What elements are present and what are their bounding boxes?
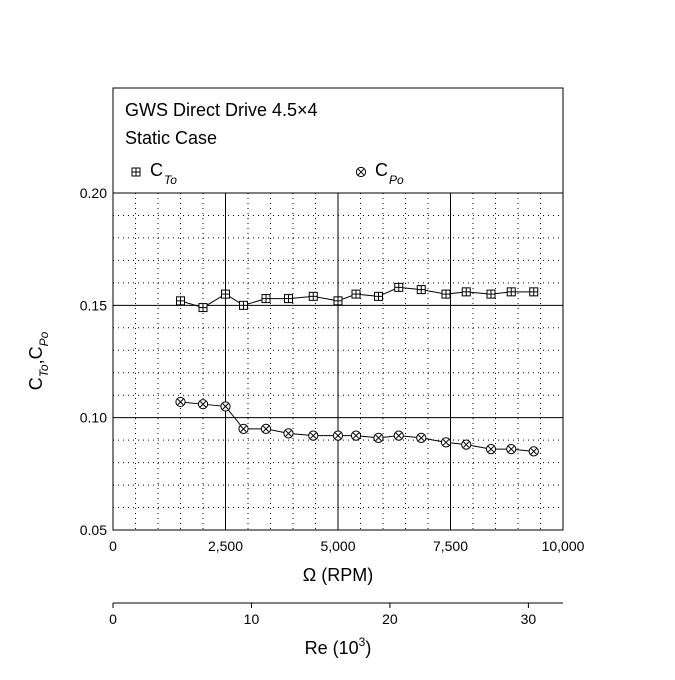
y-label-to: To <box>37 364 51 377</box>
data-point-1 <box>260 423 272 434</box>
data-point-0 <box>308 291 318 301</box>
data-point-1 <box>308 430 319 441</box>
data-point-1 <box>416 432 427 443</box>
legend-marker-icon-1 <box>355 166 367 178</box>
x-tick-label: 10,000 <box>542 538 585 554</box>
y-tick-label: 0.15 <box>80 297 107 313</box>
chart-title-line-1: GWS Direct Drive 4.5×4 <box>125 100 318 120</box>
x-tick-label: 2,500 <box>208 538 243 554</box>
data-point-1 <box>175 396 186 408</box>
secondary-axis-ticks: 0 10 20 30 <box>109 603 536 627</box>
data-point-1 <box>332 430 344 441</box>
data-point-1 <box>440 437 452 448</box>
data-point-0 <box>486 289 496 299</box>
re-label-end: ) <box>365 638 371 658</box>
data-point-1 <box>220 401 231 412</box>
chart-title-line-2: Static Case <box>125 128 217 148</box>
data-point-0 <box>441 289 451 299</box>
data-point-0 <box>461 287 471 297</box>
re-tick-label: 0 <box>109 611 117 627</box>
data-point-1 <box>506 444 517 455</box>
data-point-0 <box>506 287 516 297</box>
legend-marker-icon-0 <box>131 167 141 177</box>
legend-entry-cpo: C Po <box>355 160 404 187</box>
re-tick-label: 10 <box>244 611 260 627</box>
data-point-0 <box>221 289 230 299</box>
data-point-1 <box>197 399 209 410</box>
x-tick-label: 0 <box>109 538 117 554</box>
y-tick-label: 0.10 <box>80 410 107 426</box>
y-tick-label: 0.05 <box>80 522 107 538</box>
data-point-1 <box>393 430 404 441</box>
legend-label-cto-sub: To <box>164 173 177 187</box>
y-label-po: Po <box>37 331 51 346</box>
series-line-1 <box>180 401 534 452</box>
data-point-0 <box>333 296 343 306</box>
y-tick-label: 0.20 <box>80 185 107 201</box>
data-point-0 <box>394 282 404 292</box>
data-point-0 <box>416 285 426 295</box>
re-label-sup: 3 <box>359 635 366 649</box>
data-point-1 <box>238 423 249 434</box>
legend-entry-cto: C To <box>131 160 177 187</box>
data-point-0 <box>351 289 361 299</box>
y-axis-ticks: 0.05 0.10 0.15 0.20 <box>80 185 107 538</box>
series-lines <box>180 286 534 452</box>
data-point-0 <box>176 296 185 306</box>
series-markers <box>175 282 539 457</box>
data-point-1 <box>373 432 384 443</box>
data-point-1 <box>461 439 472 450</box>
data-point-0 <box>261 294 271 304</box>
data-point-0 <box>529 287 539 297</box>
data-point-1 <box>528 446 539 457</box>
svg-text:CTo,CPo: CTo,CPo <box>26 331 51 390</box>
x-tick-label: 7,500 <box>433 538 468 554</box>
legend-label-cpo-sub: Po <box>389 173 404 187</box>
secondary-axis-label: Re (103) <box>305 635 372 658</box>
data-point-1 <box>283 428 294 439</box>
y-label-comma: ,C <box>26 346 46 364</box>
re-tick-label: 30 <box>521 611 537 627</box>
legend-label-cto: C <box>150 160 163 180</box>
legend-marker-cpo <box>355 166 367 178</box>
re-label-main: Re (10 <box>305 638 359 658</box>
data-point-0 <box>239 300 248 310</box>
re-tick-label: 20 <box>382 611 398 627</box>
data-point-1 <box>485 444 497 455</box>
x-axis-ticks: 0 2,500 5,000 7,500 10,000 <box>109 538 585 554</box>
data-point-0 <box>198 303 208 313</box>
y-axis-label: CTo,CPo <box>26 331 51 390</box>
legend-label-cpo: C <box>375 160 388 180</box>
x-axis-label: Ω (RPM) <box>303 565 373 585</box>
x-tick-label: 5,000 <box>320 538 355 554</box>
data-point-0 <box>374 291 383 301</box>
data-point-0 <box>284 294 293 304</box>
legend-marker-cto <box>131 167 141 177</box>
data-point-1 <box>350 430 362 441</box>
grid <box>113 193 563 530</box>
y-label-c1: C <box>26 377 46 390</box>
